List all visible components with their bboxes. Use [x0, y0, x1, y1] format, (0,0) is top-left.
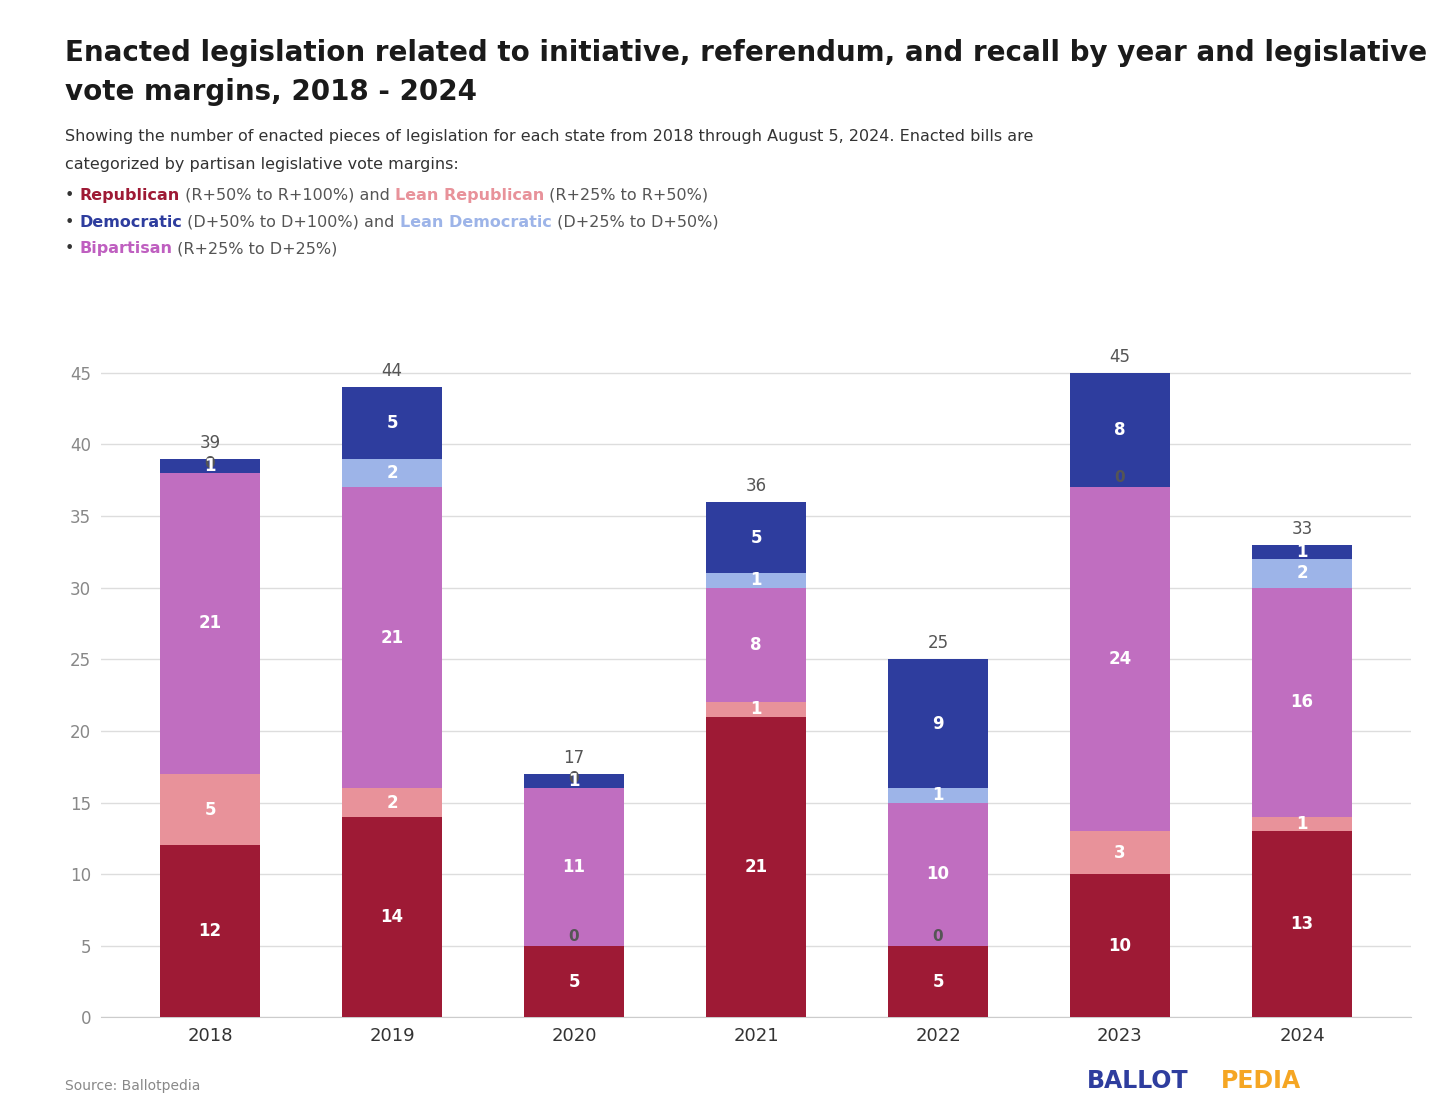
Bar	[706, 574, 806, 588]
Bar	[341, 788, 442, 817]
Text: 0: 0	[1115, 471, 1125, 485]
Text: 1: 1	[750, 571, 762, 589]
Text: 21: 21	[380, 628, 403, 647]
Text: (R+25% to D+25%): (R+25% to D+25%)	[173, 241, 337, 256]
Bar	[524, 946, 624, 1017]
Text: 5: 5	[386, 414, 397, 432]
Text: 13: 13	[1290, 916, 1313, 934]
Text: 8: 8	[1115, 421, 1126, 439]
Bar	[524, 788, 624, 946]
Bar	[1070, 874, 1171, 1017]
Text: Bipartisan: Bipartisan	[79, 241, 173, 256]
Text: 21: 21	[744, 858, 768, 877]
Bar	[1070, 831, 1171, 874]
Bar	[888, 803, 988, 946]
Text: 1: 1	[204, 457, 216, 475]
Text: vote margins, 2018 - 2024: vote margins, 2018 - 2024	[65, 78, 477, 106]
Bar	[1251, 831, 1352, 1017]
Text: 1: 1	[569, 773, 580, 790]
Text: 10: 10	[1109, 937, 1132, 955]
Text: 1: 1	[1296, 543, 1308, 561]
Text: PEDIA: PEDIA	[1221, 1070, 1302, 1093]
Text: 5: 5	[569, 973, 580, 991]
Text: 0: 0	[204, 456, 216, 471]
Text: 11: 11	[563, 858, 586, 877]
Text: 3: 3	[1115, 844, 1126, 862]
Text: 24: 24	[1109, 651, 1132, 669]
Bar	[160, 458, 261, 473]
Bar	[888, 788, 988, 803]
Bar	[341, 458, 442, 487]
Text: 21: 21	[199, 615, 222, 633]
Bar	[1070, 372, 1171, 487]
Text: (R+50% to R+100%) and: (R+50% to R+100%) and	[180, 188, 395, 202]
Text: 2: 2	[386, 464, 397, 482]
Text: 2: 2	[386, 794, 397, 812]
Text: •: •	[65, 215, 79, 229]
Bar	[160, 774, 261, 845]
Text: Showing the number of enacted pieces of legislation for each state from 2018 thr: Showing the number of enacted pieces of …	[65, 129, 1032, 143]
Text: 2: 2	[1296, 565, 1308, 582]
Text: categorized by partisan legislative vote margins:: categorized by partisan legislative vote…	[65, 157, 458, 171]
Bar	[706, 502, 806, 574]
Text: •: •	[65, 188, 79, 202]
Bar	[341, 487, 442, 788]
Text: 5: 5	[750, 529, 762, 547]
Text: 44: 44	[382, 362, 403, 380]
Text: Lean Republican: Lean Republican	[395, 188, 544, 202]
Bar	[888, 660, 988, 788]
Text: 1: 1	[932, 786, 943, 804]
Text: 36: 36	[746, 476, 766, 494]
Bar	[160, 473, 261, 774]
Bar	[888, 946, 988, 1017]
Text: Lean Democratic: Lean Democratic	[400, 215, 552, 229]
Bar	[706, 702, 806, 717]
Text: 10: 10	[926, 865, 949, 883]
Text: 1: 1	[750, 700, 762, 719]
Bar	[706, 588, 806, 702]
Text: Source: Ballotpedia: Source: Ballotpedia	[65, 1079, 200, 1093]
Text: 16: 16	[1290, 693, 1313, 711]
Text: 8: 8	[750, 636, 762, 654]
Text: BALLOT: BALLOT	[1087, 1070, 1189, 1093]
Text: 0: 0	[569, 771, 579, 786]
Text: 25: 25	[927, 634, 949, 652]
Text: Democratic: Democratic	[79, 215, 183, 229]
Bar	[1251, 544, 1352, 559]
Text: 0: 0	[933, 929, 943, 944]
Text: 0: 0	[569, 929, 579, 944]
Text: 17: 17	[563, 749, 585, 767]
Bar	[1251, 559, 1352, 588]
Text: Enacted legislation related to initiative, referendum, and recall by year and le: Enacted legislation related to initiativ…	[65, 39, 1427, 67]
Text: (R+25% to R+50%): (R+25% to R+50%)	[544, 188, 708, 202]
Text: 39: 39	[199, 434, 220, 452]
Text: •: •	[65, 241, 79, 256]
Text: 33: 33	[1292, 520, 1313, 538]
Text: (D+50% to D+100%) and: (D+50% to D+100%) and	[183, 215, 400, 229]
Bar	[1251, 817, 1352, 831]
Text: 5: 5	[204, 800, 216, 818]
Bar	[1070, 487, 1171, 831]
Bar	[341, 387, 442, 458]
Bar	[706, 717, 806, 1017]
Bar	[524, 774, 624, 788]
Text: 1: 1	[1296, 815, 1308, 833]
Bar	[1251, 588, 1352, 817]
Text: Republican: Republican	[79, 188, 180, 202]
Bar	[341, 817, 442, 1017]
Text: 9: 9	[932, 714, 943, 732]
Text: 14: 14	[380, 908, 403, 926]
Text: 12: 12	[199, 922, 222, 940]
Text: (D+25% to D+50%): (D+25% to D+50%)	[552, 215, 719, 229]
Text: 45: 45	[1109, 348, 1130, 366]
Text: 5: 5	[932, 973, 943, 991]
Bar	[160, 845, 261, 1017]
